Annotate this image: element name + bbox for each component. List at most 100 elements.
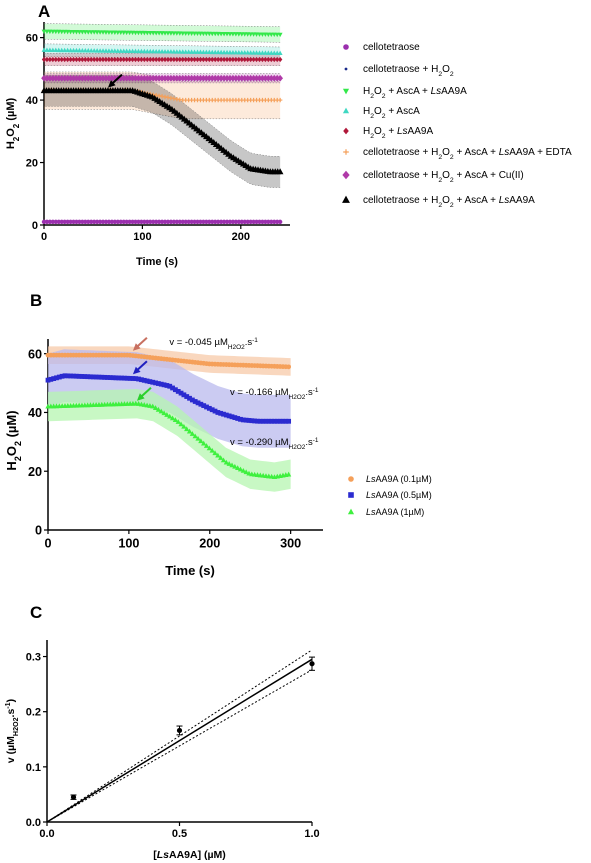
error-band xyxy=(48,349,291,448)
legend-marker xyxy=(344,67,348,71)
legend-label: cellotetraose xyxy=(363,42,420,53)
data-point xyxy=(260,56,265,63)
data-point xyxy=(192,399,198,404)
data-point xyxy=(233,74,239,82)
data-point xyxy=(71,373,76,379)
data-point xyxy=(212,408,218,414)
legend-marker xyxy=(348,476,354,482)
data-point xyxy=(256,74,263,82)
legend-label-part: O xyxy=(442,147,450,158)
data-point xyxy=(223,459,229,465)
data-point xyxy=(186,56,191,63)
y-axis-label-group: v (µMH2O2.s-1) xyxy=(4,699,20,763)
legend-marker xyxy=(343,44,349,50)
legend-label-part: + AscA + xyxy=(454,147,499,158)
data-point xyxy=(183,56,188,63)
y-axis-label-part: H2O2 xyxy=(12,717,20,736)
data-point xyxy=(274,74,281,82)
panel-label-a: A xyxy=(38,2,50,21)
data-point xyxy=(121,56,126,63)
data-point xyxy=(52,74,59,82)
data-point xyxy=(85,74,92,82)
legend-label: H2O2 + LsAA9A xyxy=(363,126,433,140)
legend-label-part: cellotetraose + H xyxy=(363,147,438,158)
data-point xyxy=(135,74,142,82)
data-point xyxy=(112,56,118,63)
data-point xyxy=(59,56,64,63)
data-point xyxy=(133,56,138,63)
legend-label-part: Ls xyxy=(431,86,442,97)
data-point xyxy=(209,447,215,453)
x-tick-label: 200 xyxy=(232,231,250,243)
error-band-upper xyxy=(44,74,281,157)
data-point xyxy=(142,56,147,63)
legend-label-part: O xyxy=(374,86,382,97)
arrow-annotation-head xyxy=(132,343,141,351)
x-axis-label-part: Ls xyxy=(157,849,169,861)
data-point xyxy=(218,56,224,63)
legend-label-part: 2 xyxy=(370,93,374,100)
data-point xyxy=(209,74,216,82)
data-point xyxy=(185,74,192,82)
data-point xyxy=(99,374,105,380)
data-point xyxy=(113,375,119,381)
data-point xyxy=(54,375,59,381)
data-point xyxy=(53,56,59,63)
data-point xyxy=(240,467,246,473)
data-point xyxy=(100,56,106,63)
y-tick-label: 40 xyxy=(26,95,38,107)
y-tick-label: 40 xyxy=(28,406,42,420)
data-point xyxy=(204,404,209,410)
data-point xyxy=(106,74,112,82)
data-point xyxy=(126,74,133,82)
data-point xyxy=(181,423,187,429)
data-point xyxy=(76,74,83,82)
data-point xyxy=(152,405,159,410)
data-point xyxy=(107,375,113,380)
data-point xyxy=(155,406,162,412)
y-tick-label: 0.3 xyxy=(26,652,41,664)
data-point xyxy=(280,418,286,424)
legend-label-part: + AscA + Cu(II) xyxy=(454,170,524,181)
data-point xyxy=(232,415,238,421)
legend-label-part: AA9A xyxy=(509,195,535,206)
data-point xyxy=(277,219,283,225)
data-point xyxy=(235,74,242,82)
data-point xyxy=(73,74,80,82)
data-point xyxy=(110,375,116,381)
data-point xyxy=(207,56,212,63)
data-point xyxy=(91,56,97,63)
legend-label-part: AA9A (1µM) xyxy=(376,507,425,517)
legend-label-part: 2 xyxy=(450,154,454,161)
y-tick-label: 0.0 xyxy=(26,817,41,829)
data-point xyxy=(176,727,183,734)
legend-label-part: AA9A (0.1µM) xyxy=(376,474,432,484)
y-axis-label-part: 2 xyxy=(12,136,21,141)
y-axis-label-part: (µM) xyxy=(4,410,19,441)
legend-label-part: 2 xyxy=(382,133,386,140)
data-point xyxy=(249,418,255,424)
data-point xyxy=(235,416,241,421)
data-point xyxy=(115,56,120,63)
data-point xyxy=(158,408,164,414)
data-point xyxy=(120,74,127,82)
data-point xyxy=(74,56,79,63)
legend-label: cellotetraose + H2O2 + AscA + LsAA9A + E… xyxy=(363,147,572,161)
data-point xyxy=(153,380,158,386)
y-tick-label: 20 xyxy=(26,158,38,170)
data-point xyxy=(257,56,262,63)
legend-label: LsAA9A (1µM) xyxy=(366,507,424,517)
data-point xyxy=(138,74,145,82)
legend-label-part: 2 xyxy=(382,113,386,120)
data-point xyxy=(286,418,292,424)
data-point xyxy=(70,74,77,82)
legend-marker xyxy=(348,492,354,498)
data-point xyxy=(132,74,139,82)
data-point xyxy=(244,74,251,82)
data-point xyxy=(168,74,174,82)
data-point xyxy=(150,74,157,82)
data-point xyxy=(48,376,54,382)
legend-label-part: 2 xyxy=(438,177,442,184)
data-point xyxy=(116,375,122,381)
ci-upper-line xyxy=(46,649,313,823)
